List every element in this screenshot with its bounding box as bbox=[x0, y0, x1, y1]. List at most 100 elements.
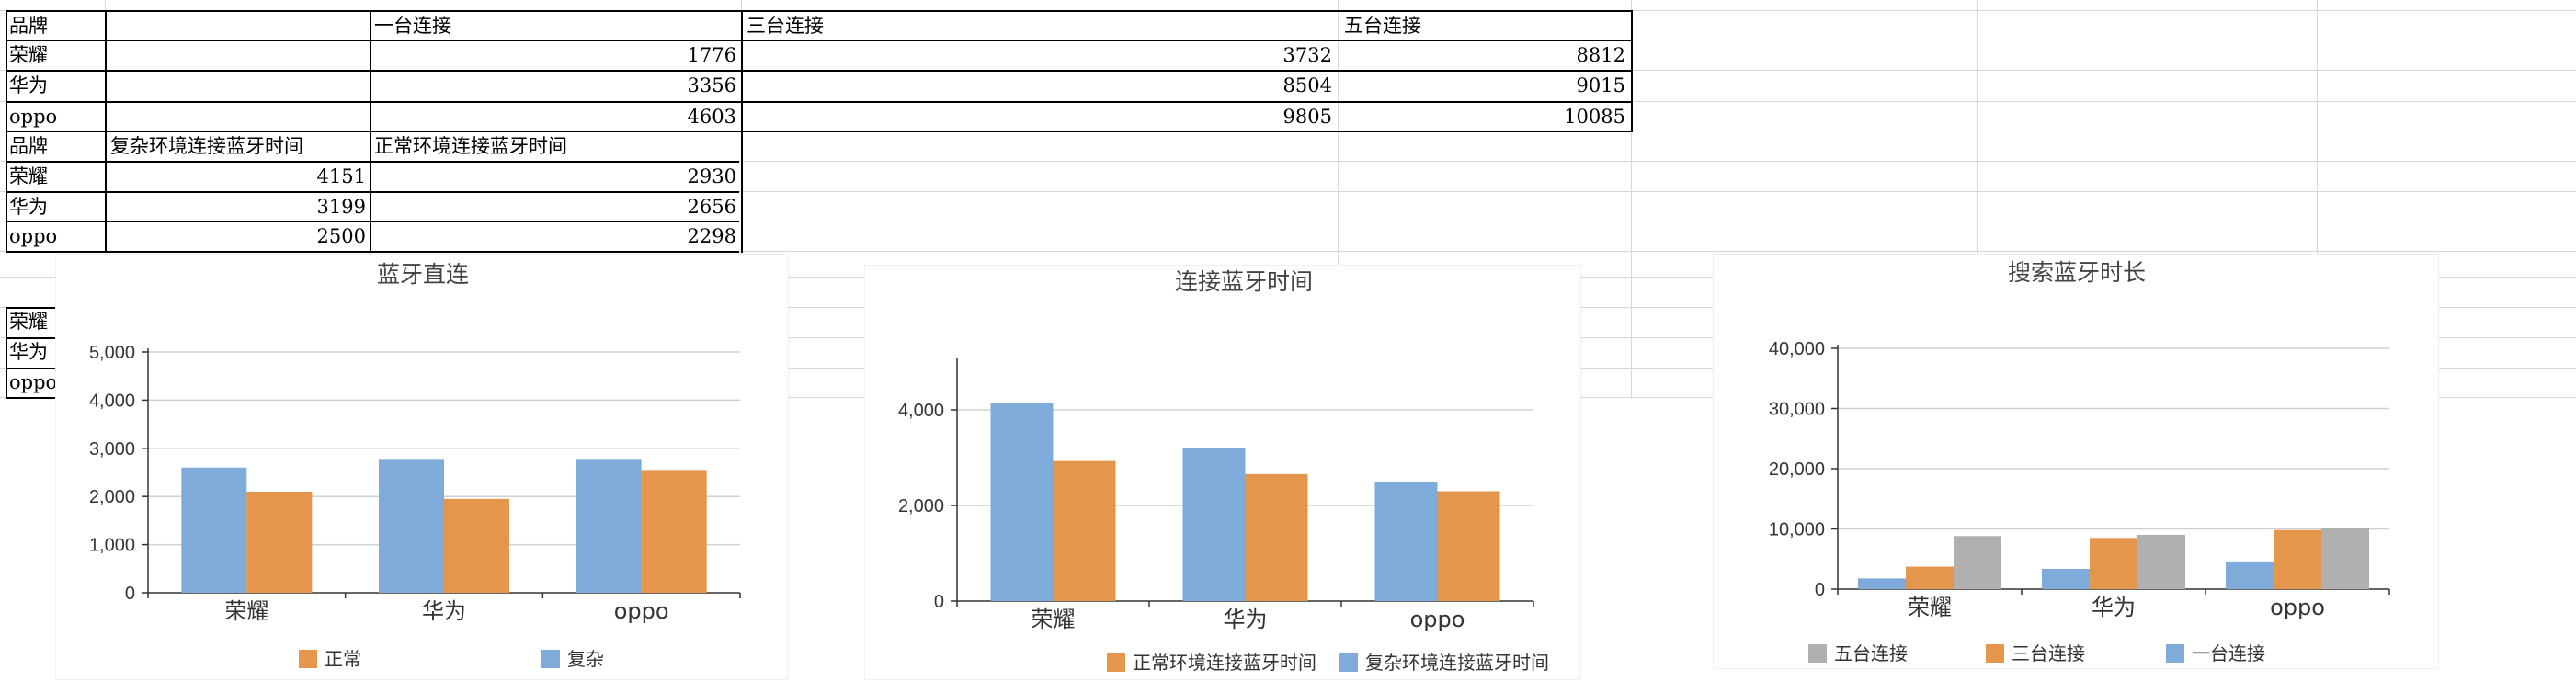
table1-row-brand[interactable]: 荣耀 bbox=[6, 40, 105, 70]
chart-search-duration-svg: 搜索蓝牙时长 0 10,000 20,000 30,000 40,000 荣耀 华为 oppo… bbox=[1714, 255, 2440, 670]
table1-row-three[interactable]: 3732 bbox=[743, 40, 1336, 70]
table1-row-five[interactable]: 8812 bbox=[1340, 40, 1629, 70]
legend-swatch bbox=[1107, 653, 1125, 672]
bar bbox=[1954, 536, 2001, 589]
table-border bbox=[6, 161, 739, 163]
legend-swatch bbox=[299, 650, 317, 668]
y-tick-label: 5,000 bbox=[89, 343, 135, 363]
table-border bbox=[6, 131, 7, 253]
table1-row-one[interactable]: 4603 bbox=[370, 102, 740, 131]
bar bbox=[1906, 567, 1954, 589]
y-tick-label: 4,000 bbox=[89, 391, 135, 411]
x-tick-label: 华为 bbox=[1224, 607, 1268, 632]
table-border bbox=[741, 10, 743, 132]
bar bbox=[444, 499, 509, 593]
legend-swatch bbox=[1339, 653, 1358, 672]
table2-row-brand[interactable]: 荣耀 bbox=[6, 162, 105, 191]
table2-row-brand[interactable]: 华为 bbox=[6, 192, 105, 221]
legend-label: 正常 bbox=[325, 648, 361, 670]
table2-row-normal[interactable]: 2298 bbox=[370, 221, 740, 251]
x-tick-label: 荣耀 bbox=[1032, 607, 1076, 632]
x-tick-label: oppo bbox=[1410, 607, 1465, 632]
x-tick-label: oppo bbox=[2270, 595, 2325, 620]
bar bbox=[2042, 569, 2090, 589]
legend-label: 复杂环境连接蓝牙时间 bbox=[1365, 652, 1549, 674]
table3-row-brand[interactable]: 华为 bbox=[6, 337, 61, 367]
chart-connect-time[interactable]: 连接蓝牙时间 0 2,000 4,000 荣耀 华为 oppo 正常环境连接蓝牙时间 复杂环境… bbox=[864, 265, 1581, 680]
table2-row-complex[interactable]: 2500 bbox=[107, 221, 370, 251]
legend-swatch bbox=[2166, 644, 2184, 663]
y-tick-label: 40,000 bbox=[1769, 339, 1825, 359]
bar bbox=[2226, 562, 2274, 589]
chart-connect-time-svg: 连接蓝牙时间 02,0004,000荣耀 华为 oppo正常环境连接蓝牙时间 复杂环境… bbox=[865, 266, 1582, 681]
table2-header-complex[interactable]: 复杂环境连接蓝牙时间 bbox=[107, 131, 370, 161]
table-border bbox=[6, 10, 1631, 12]
table-border bbox=[6, 307, 7, 399]
table1-row-brand[interactable]: oppo bbox=[6, 102, 105, 131]
y-tick-label: 0 bbox=[125, 584, 135, 604]
bar bbox=[642, 470, 707, 593]
bar bbox=[2274, 530, 2321, 589]
table-border bbox=[6, 368, 57, 369]
table1-header-five[interactable]: 五台连接 bbox=[1340, 11, 1616, 40]
chart-bluetooth-direct[interactable]: 蓝牙直连 0 1,000 2,000 3,000 4,000 5,000 荣耀 华为 oppo 正… bbox=[55, 254, 789, 680]
table-border bbox=[6, 101, 1631, 103]
legend-swatch bbox=[1808, 644, 1827, 663]
bar bbox=[1438, 492, 1500, 601]
table-border bbox=[6, 40, 1631, 41]
table-border bbox=[370, 131, 371, 253]
y-tick-label: 10,000 bbox=[1769, 520, 1825, 540]
chart-search-duration[interactable]: 搜索蓝牙时长 0 10,000 20,000 30,000 40,000 荣耀 华为 oppo… bbox=[1713, 254, 2439, 669]
legend-label: 复杂 bbox=[567, 648, 604, 670]
chart-title: 蓝牙直连 bbox=[377, 261, 469, 288]
table-border bbox=[370, 10, 371, 132]
table1-row-five[interactable]: 9015 bbox=[1340, 71, 1629, 100]
table2-row-normal[interactable]: 2930 bbox=[370, 162, 740, 191]
table3-row-brand[interactable]: oppo bbox=[6, 368, 61, 397]
bar bbox=[1375, 482, 1438, 601]
chart-title: 连接蓝牙时间 bbox=[1175, 268, 1313, 295]
table2-row-normal[interactable]: 2656 bbox=[370, 192, 740, 221]
table2-row-complex[interactable]: 3199 bbox=[107, 192, 370, 221]
x-tick-label: 华为 bbox=[422, 598, 466, 624]
table3-row-brand[interactable]: 荣耀 bbox=[6, 307, 61, 336]
legend-label: 正常环境连接蓝牙时间 bbox=[1133, 652, 1316, 674]
y-tick-label: 2,000 bbox=[898, 496, 944, 516]
bar bbox=[1246, 474, 1308, 601]
legend-swatch bbox=[1986, 644, 2004, 663]
table1-header-one[interactable]: 一台连接 bbox=[370, 11, 738, 40]
x-tick-label: 荣耀 bbox=[1908, 595, 1952, 620]
table1-header-brand[interactable]: 品牌 bbox=[6, 11, 105, 40]
table-border bbox=[105, 10, 107, 132]
table1-row-one[interactable]: 3356 bbox=[370, 71, 740, 100]
table1-row-three[interactable]: 8504 bbox=[743, 71, 1336, 100]
table1-row-one[interactable]: 1776 bbox=[370, 40, 740, 70]
table2-row-complex[interactable]: 4151 bbox=[107, 162, 370, 191]
bar bbox=[1054, 461, 1116, 601]
y-tick-label: 0 bbox=[934, 592, 944, 612]
table1-row-three[interactable]: 9805 bbox=[743, 102, 1336, 131]
table2-row-brand[interactable]: oppo bbox=[6, 221, 105, 251]
bar bbox=[246, 492, 312, 593]
legend-swatch bbox=[541, 650, 560, 668]
table1-row-brand[interactable]: 华为 bbox=[6, 71, 105, 100]
legend-label: 三台连接 bbox=[2012, 642, 2085, 664]
y-tick-label: 2,000 bbox=[89, 487, 135, 507]
y-tick-label: 30,000 bbox=[1769, 400, 1825, 420]
bar bbox=[2137, 535, 2185, 589]
table-border bbox=[6, 131, 739, 132]
legend-label: 五台连接 bbox=[1834, 642, 1908, 664]
y-tick-label: 1,000 bbox=[89, 536, 135, 556]
table-border bbox=[6, 251, 739, 253]
bar bbox=[2321, 528, 2369, 589]
bar bbox=[379, 459, 444, 593]
x-tick-label: oppo bbox=[614, 598, 669, 624]
bar bbox=[991, 403, 1054, 601]
table1-row-five[interactable]: 10085 bbox=[1340, 102, 1629, 131]
table1-header-three[interactable]: 三台连接 bbox=[743, 11, 1111, 40]
table2-header-normal[interactable]: 正常环境连接蓝牙时间 bbox=[370, 131, 738, 161]
y-tick-label: 0 bbox=[1815, 580, 1825, 600]
table-border bbox=[1631, 10, 1633, 132]
table2-header-brand[interactable]: 品牌 bbox=[6, 131, 105, 161]
